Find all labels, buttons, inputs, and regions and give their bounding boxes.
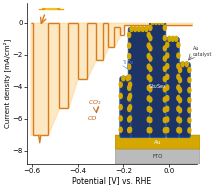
Circle shape bbox=[44, 9, 58, 10]
Text: Au
catalyst: Au catalyst bbox=[193, 46, 213, 57]
Y-axis label: Current density [mA/cm²]: Current density [mA/cm²] bbox=[3, 39, 11, 128]
X-axis label: Potential [V] vs. RHE: Potential [V] vs. RHE bbox=[72, 177, 151, 186]
Text: CO: CO bbox=[88, 116, 97, 121]
Text: CO$_2$: CO$_2$ bbox=[88, 98, 102, 107]
